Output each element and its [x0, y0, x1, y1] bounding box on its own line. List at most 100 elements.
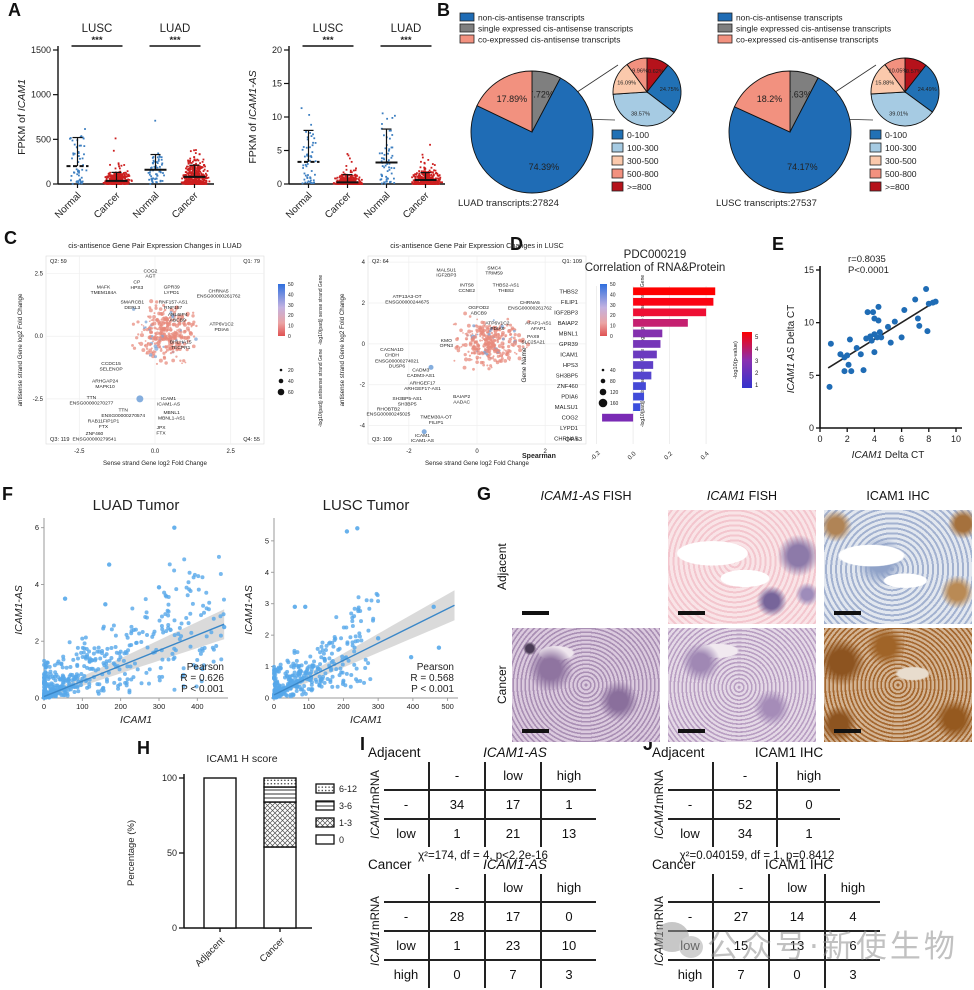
svg-text:TMEM30A-OT: TMEM30A-OT	[420, 414, 452, 420]
svg-text:antisense strand Gene log2 Fol: antisense strand Gene log2 Fold Change	[17, 293, 24, 406]
table-col-header: -	[428, 874, 484, 901]
table-col-header: -	[712, 874, 768, 901]
table-cell: 21	[484, 818, 540, 847]
panel-label-g: G	[477, 484, 492, 504]
svg-text:2: 2	[35, 637, 39, 646]
svg-text:120: 120	[610, 390, 619, 396]
table-col-header: high	[824, 874, 880, 901]
chart-hscore-stacked-bar: ICAM1 H score 0 50 100 Percentage (%) Adjacen…	[126, 753, 357, 969]
svg-text:Normal: Normal	[131, 190, 162, 221]
svg-text:ZNF460: ZNF460	[557, 384, 578, 390]
svg-text:DUSP6: DUSP6	[389, 364, 406, 370]
table-cell: 1	[776, 818, 840, 847]
watermark-text: 公众号·新使生物	[707, 928, 958, 965]
svg-text:ENSG00000270277: ENSG00000270277	[70, 400, 114, 406]
scale-bar	[834, 611, 861, 615]
table-cell: 3	[824, 959, 880, 988]
table-cell: 52	[712, 789, 776, 818]
svg-text:CADM3: CADM3	[412, 367, 429, 373]
svg-text:MALSU1: MALSU1	[437, 267, 457, 273]
svg-text:10: 10	[951, 434, 961, 444]
svg-text:ICAM1-AS: ICAM1-AS	[411, 438, 435, 444]
svg-text:PDIA6: PDIA6	[561, 395, 578, 401]
wechat-chat-icon	[655, 920, 707, 966]
svg-text:20: 20	[288, 313, 294, 319]
g-column-title-icam1as-fish: ICAM1-AS FISH	[540, 489, 632, 503]
table-cell: 0	[540, 901, 596, 930]
svg-text:AADAC: AADAC	[453, 399, 470, 405]
table-header: Adjacent ICAM1 IHC	[652, 740, 862, 760]
svg-text:ENSG00000274021: ENSG00000274021	[375, 358, 419, 364]
table-column-group-title: ICAM1 IHC	[764, 857, 834, 872]
table-cell: 34	[428, 789, 484, 818]
svg-text:CHRNA5: CHRNA5	[554, 437, 578, 443]
svg-text:Pearson: Pearson	[187, 662, 224, 673]
panel-label-a: A	[8, 0, 21, 20]
svg-text:RNF157-AS1: RNF157-AS1	[159, 300, 188, 306]
svg-text:ICAM1 Delta CT: ICAM1 Delta CT	[852, 450, 925, 461]
svg-text:-log10(padj) sense strand Gene: -log10(padj) sense strand Gene	[318, 275, 324, 346]
svg-text:20: 20	[288, 368, 294, 374]
svg-text:cis-antisence Gene Pair Expres: cis-antisence Gene Pair Expression Chang…	[390, 241, 563, 250]
svg-text:24.49%: 24.49%	[918, 87, 937, 93]
panel-label-d: D	[510, 234, 523, 254]
svg-text:100: 100	[76, 702, 89, 711]
svg-text:2: 2	[265, 631, 269, 640]
table-row-header: low	[668, 818, 712, 847]
chart-fpkm-icam1-as: 0 5 10 15 20 FPKM of ICAM1-AS Normal Cancer Norm…	[247, 23, 445, 221]
svg-text:500: 500	[441, 702, 454, 711]
histology-icam1-fish-cancer	[668, 628, 816, 742]
chart-fpkm-icam1: 0 500 1000 1500 FPKM of ICAM1 Normal Cancer Nor…	[16, 23, 214, 221]
svg-text:40: 40	[288, 379, 294, 385]
svg-text:LUSC: LUSC	[313, 23, 344, 35]
chart-corr-lusc: LUSC Tumor 0 100 200 300 400 500 0 1 2 3 4 5 PearsonR…	[243, 497, 458, 726]
table-grid: - low high - 34 17 1 low 1 21 13	[384, 762, 596, 847]
svg-text:***: ***	[400, 35, 411, 46]
table-cell: 23	[484, 930, 540, 959]
table-cell: 27	[712, 901, 768, 930]
svg-text:FPKM of ICAM1-AS: FPKM of ICAM1-AS	[247, 70, 259, 163]
svg-text:MALSU1: MALSU1	[555, 405, 578, 411]
svg-text:AFAP1-AS1: AFAP1-AS1	[525, 320, 551, 326]
table-cell	[384, 874, 428, 901]
svg-text:2: 2	[845, 434, 850, 444]
svg-text:LUAD Tumor: LUAD Tumor	[93, 497, 180, 514]
svg-text:FTX: FTX	[99, 424, 109, 430]
table-row-header: -	[384, 789, 428, 818]
svg-text:Normal: Normal	[362, 190, 393, 221]
svg-text:500-800: 500-800	[627, 169, 659, 179]
histology-icam1-fish-adjacent	[668, 510, 816, 624]
table-col-header: low	[484, 874, 540, 901]
svg-text:7.63%: 7.63%	[786, 89, 812, 99]
svg-text:-2.5: -2.5	[33, 397, 44, 403]
svg-text:TMEM184A: TMEM184A	[91, 290, 118, 296]
svg-text:MBNL1-AS1: MBNL1-AS1	[158, 415, 185, 421]
table-header: Adjacent ICAM1-AS	[368, 740, 598, 760]
svg-text:DERL3: DERL3	[124, 305, 140, 311]
svg-text:ATP13A3-OT: ATP13A3-OT	[393, 294, 422, 300]
panel-label-c: C	[4, 228, 17, 248]
svg-text:MBNL1: MBNL1	[163, 410, 180, 416]
svg-text:-4: -4	[360, 424, 366, 430]
svg-text:antisense strand Gene log2 Fol: antisense strand Gene log2 Fold Change	[339, 293, 346, 406]
table-col-header: high	[540, 762, 596, 789]
scale-bar	[678, 729, 705, 733]
svg-text:Cancer: Cancer	[92, 190, 123, 221]
table-col-header: low	[768, 874, 824, 901]
svg-text:0: 0	[35, 694, 39, 703]
svg-text:4: 4	[265, 568, 269, 577]
table-cell: 13	[768, 930, 824, 959]
table-cell: 7	[484, 959, 540, 988]
svg-text:1-3: 1-3	[339, 818, 352, 828]
svg-text:TECPR1: TECPR1	[171, 345, 191, 351]
svg-text:0: 0	[817, 434, 822, 444]
table-row-header: low	[384, 930, 428, 959]
svg-text:KMO: KMO	[441, 338, 452, 344]
svg-text:ICAM1-AS: ICAM1-AS	[243, 585, 255, 635]
table-cell: 15	[712, 930, 768, 959]
svg-text:FPKM of ICAM1: FPKM of ICAM1	[16, 79, 28, 155]
chi-square-stat: χ²=0.040159, df = 1, p=0.8412	[679, 850, 835, 862]
